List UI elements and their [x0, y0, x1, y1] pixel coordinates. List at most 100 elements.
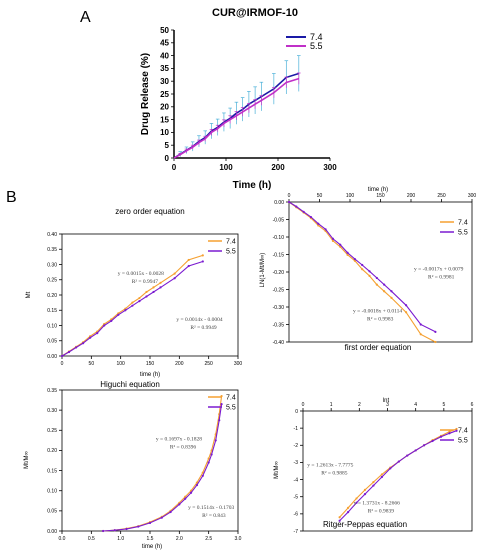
y-tick-label: 0.20 [47, 448, 57, 454]
y-tick-label: 30 [160, 77, 169, 86]
data-point [145, 295, 148, 298]
data-point [159, 286, 162, 289]
data-point [405, 304, 408, 307]
data-point [201, 471, 204, 474]
y-tick-label: -2 [294, 443, 299, 449]
data-point [448, 432, 451, 435]
data-point [346, 253, 349, 256]
data-point [173, 272, 176, 275]
y-tick-label: 35 [160, 64, 169, 73]
series-line [288, 201, 436, 333]
series-line [173, 77, 300, 159]
series-line [288, 201, 436, 343]
data-point [295, 205, 298, 208]
y-tick-label: 50 [160, 26, 169, 35]
data-point [89, 336, 92, 339]
legend-label: 5.5 [310, 41, 323, 51]
x-axis-label: time (h) [142, 544, 162, 550]
chart-title: first order equation [345, 343, 412, 352]
x-tick-label: 0 [288, 193, 291, 199]
y-tick-label: 0 [295, 409, 298, 415]
x-tick-label: 100 [346, 193, 355, 199]
chart-3: 0 50 100 150 200 250 300 0.00 -0.05 -0.10 -0.15 -0.… [260, 187, 476, 352]
equation-annotation: y = 1.2613x - 7.7775 [307, 463, 353, 469]
y-tick-label: -7 [294, 529, 299, 535]
legend-label: 7.4 [458, 427, 468, 434]
legend-label: 5.5 [458, 229, 468, 236]
data-point [187, 264, 190, 268]
y-tick-label: -0.30 [273, 305, 285, 311]
x-axis-label: lnt [383, 398, 390, 404]
legend-label: 7.4 [226, 238, 236, 245]
panel-label-a: A [80, 9, 91, 26]
data-point [173, 277, 176, 280]
data-point [101, 529, 105, 533]
y-axis-label: Drug Release (%) [140, 53, 151, 135]
data-point [380, 475, 383, 479]
data-point [363, 493, 367, 496]
series-5.5 [338, 429, 458, 522]
y-tick-label: -0.35 [273, 322, 285, 328]
y-axis-label: Mt/M∞ [24, 451, 30, 469]
series-5.5 [60, 260, 204, 358]
x-tick-label: 150 [146, 361, 155, 367]
data-point [390, 296, 393, 299]
data-point [389, 467, 392, 470]
data-point [148, 521, 152, 525]
data-point [138, 300, 141, 303]
data-point [201, 260, 204, 263]
data-point [405, 311, 408, 314]
y-tick-label: 15 [160, 115, 169, 124]
data-point [218, 419, 221, 422]
x-tick-label: 300 [323, 163, 337, 172]
chart-title: Ritger-Peppas equation [323, 520, 407, 529]
y-tick-label: -0.20 [273, 270, 285, 276]
data-point [346, 251, 349, 254]
y-tick-label: 0.00 [274, 200, 284, 206]
data-point [103, 324, 106, 327]
series-7.4 [287, 200, 437, 344]
data-point [419, 333, 422, 336]
data-point [338, 516, 341, 519]
data-point [117, 313, 120, 316]
equation-annotation: R² = 0.9839 [368, 508, 395, 514]
data-point [455, 427, 458, 431]
x-tick-label: 2.5 [205, 536, 212, 542]
x-tick-label: 250 [204, 361, 213, 367]
data-point [383, 283, 386, 286]
y-tick-label: 20 [160, 103, 169, 112]
x-tick-label: 0 [172, 163, 177, 172]
data-point [201, 254, 204, 257]
y-tick-label: -6 [294, 512, 299, 518]
data-point [375, 283, 378, 286]
data-point [372, 481, 375, 484]
y-tick-label: -0.05 [273, 217, 285, 223]
data-point [338, 519, 341, 522]
equation-annotation: y = 0.1697x - 0.1828 [156, 436, 202, 442]
equation-annotation: R² = 0.9981 [428, 274, 455, 280]
data-point [455, 429, 458, 432]
data-point [390, 290, 393, 293]
legend-label: 7.4 [458, 219, 468, 226]
data-point [214, 439, 217, 442]
equation-annotation: y = 0.0014x - 0.0004 [176, 317, 222, 323]
series-5.5 [101, 403, 223, 533]
x-tick-label: 0.5 [88, 536, 95, 542]
x-tick-label: 250 [437, 193, 446, 199]
data-point [361, 263, 364, 267]
data-point [423, 444, 426, 447]
x-tick-label: 0 [61, 361, 64, 367]
data-point [201, 474, 204, 477]
x-axis-label: time (h) [368, 187, 388, 193]
data-point [131, 301, 134, 304]
x-tick-label: 3 [386, 402, 389, 408]
data-point [419, 323, 422, 326]
y-tick-label: 0.15 [47, 308, 57, 314]
y-tick-label: 0 [165, 154, 170, 163]
y-tick-label: 0.30 [47, 262, 57, 268]
chart-title: CUR@IRMOF-10 [212, 7, 298, 19]
data-point [346, 511, 350, 514]
data-point [331, 239, 335, 242]
equation-annotation: R² = 0.9983 [367, 316, 394, 322]
